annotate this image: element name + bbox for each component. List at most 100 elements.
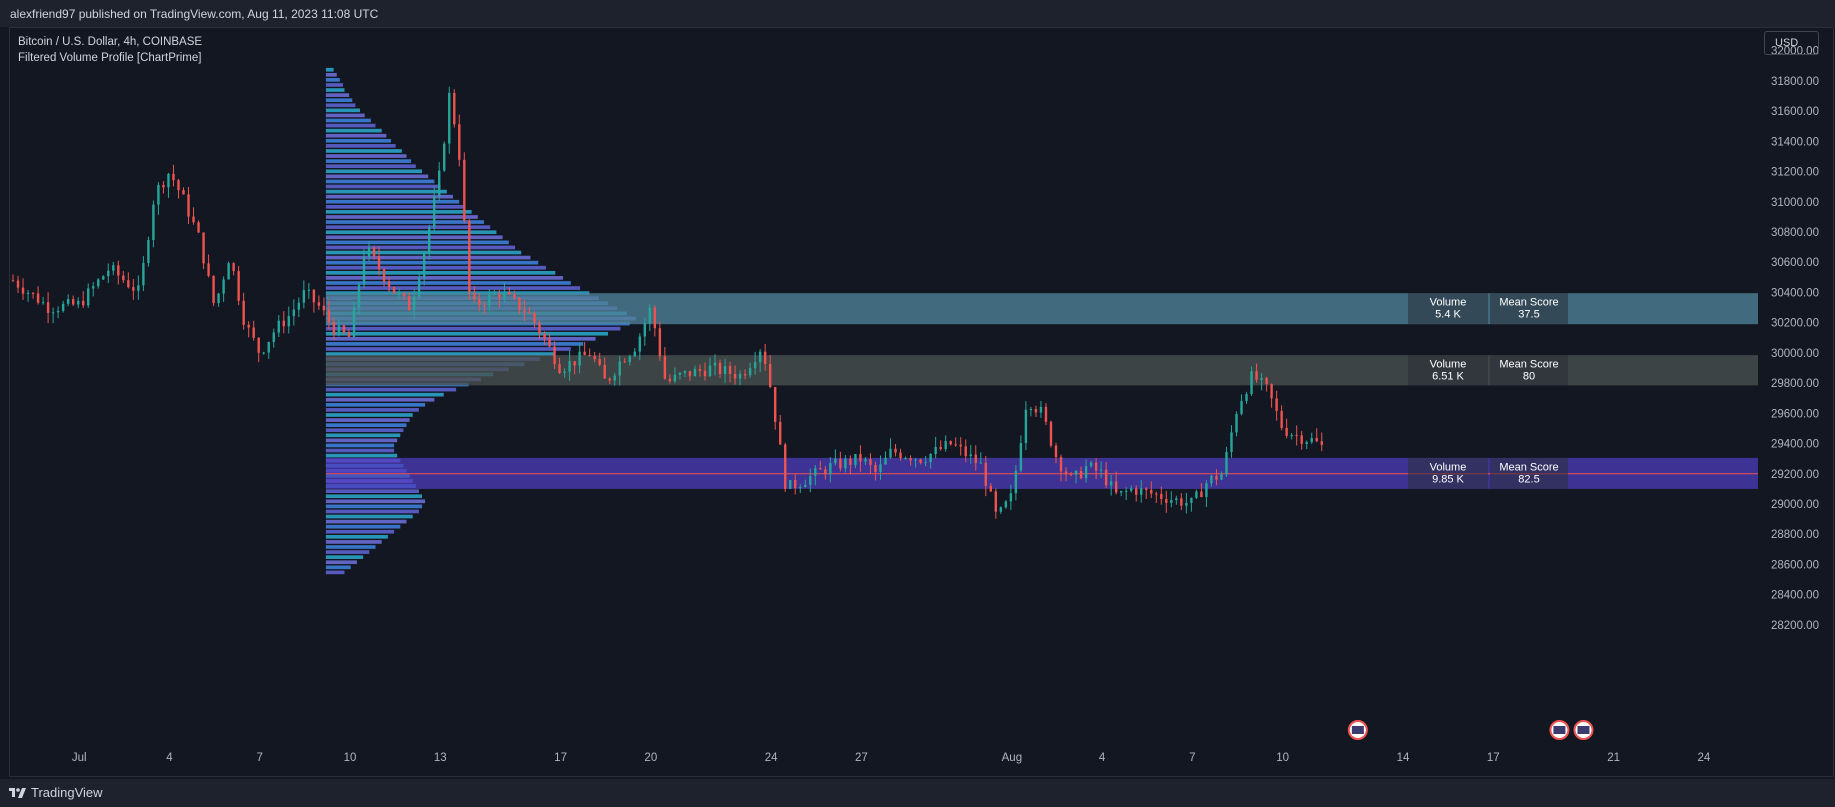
zone-score-cell bbox=[1490, 293, 1568, 325]
candle-body bbox=[307, 289, 311, 291]
profile-bar bbox=[325, 560, 357, 565]
profile-bar bbox=[325, 331, 609, 336]
candle-body bbox=[708, 365, 712, 377]
candle-body bbox=[312, 289, 316, 303]
candle-body bbox=[608, 378, 611, 381]
indicator-title[interactable]: Filtered Volume Profile [ChartPrime] bbox=[18, 52, 202, 64]
candle-body bbox=[578, 351, 581, 366]
x-tick-label: Aug bbox=[1002, 752, 1022, 764]
y-tick-label: 28400.00 bbox=[1771, 590, 1819, 602]
candle-body bbox=[252, 327, 255, 338]
candle-body bbox=[688, 371, 692, 377]
profile-bar bbox=[325, 565, 351, 570]
candle-body bbox=[1119, 490, 1123, 493]
candle-body bbox=[768, 363, 772, 388]
zone-score-cell bbox=[1490, 355, 1568, 386]
candle-body bbox=[1320, 441, 1323, 445]
profile-bar bbox=[325, 138, 392, 143]
candle-body bbox=[1140, 488, 1143, 495]
candle-body bbox=[332, 321, 336, 335]
candle-body bbox=[172, 173, 175, 181]
candle-body bbox=[989, 485, 993, 492]
profile-bar bbox=[325, 540, 382, 544]
candle-body bbox=[994, 491, 998, 512]
profile-bar bbox=[325, 387, 457, 392]
x-tick-label: 21 bbox=[1607, 752, 1620, 764]
profile-bar bbox=[325, 88, 345, 92]
profile-bar bbox=[325, 494, 423, 499]
candle-body bbox=[523, 310, 526, 313]
candle-body bbox=[829, 463, 832, 475]
candle-body bbox=[593, 355, 596, 360]
candle-body bbox=[819, 468, 822, 470]
profile-bar bbox=[325, 418, 410, 422]
candle-body bbox=[483, 305, 486, 307]
profile-bar bbox=[325, 545, 376, 549]
candle-body bbox=[137, 285, 140, 291]
candle-body bbox=[122, 275, 125, 281]
profile-bar bbox=[325, 164, 416, 169]
candle-body bbox=[458, 124, 461, 160]
candle-body bbox=[82, 300, 85, 306]
candle-body bbox=[212, 275, 215, 304]
candle-body bbox=[102, 276, 105, 280]
profile-bar bbox=[325, 291, 590, 295]
candle-body bbox=[187, 194, 190, 217]
zone-score-value: 80 bbox=[1523, 370, 1535, 382]
x-tick-label: 4 bbox=[1099, 752, 1106, 764]
candle-body bbox=[548, 338, 551, 347]
profile-bar bbox=[325, 250, 522, 255]
profile-bar bbox=[325, 199, 460, 204]
candle-body bbox=[478, 299, 481, 306]
candle-body bbox=[508, 292, 511, 295]
candle-body bbox=[583, 351, 586, 355]
zone-volume-header: Volume bbox=[1430, 297, 1467, 309]
candle-body bbox=[533, 312, 536, 323]
candle-body bbox=[1180, 498, 1183, 506]
candle-body bbox=[1270, 384, 1273, 399]
candle-body bbox=[904, 458, 907, 460]
profile-bar bbox=[325, 408, 419, 412]
candle-body bbox=[909, 458, 912, 461]
x-tick-label: 4 bbox=[166, 752, 173, 764]
flag-canton bbox=[1553, 726, 1566, 734]
profile-bar bbox=[325, 342, 584, 346]
candle-body bbox=[859, 454, 862, 462]
candle-body bbox=[448, 92, 451, 144]
candle-body bbox=[197, 222, 200, 233]
brand-name: TradingView bbox=[31, 785, 103, 800]
candle-body bbox=[362, 256, 366, 285]
profile-bar bbox=[325, 128, 382, 133]
zone-score-header: Mean Score bbox=[1499, 461, 1558, 473]
candle-body bbox=[1130, 488, 1133, 491]
profile-bar bbox=[325, 347, 571, 351]
candle-body bbox=[653, 307, 657, 329]
candle-body bbox=[287, 316, 290, 327]
candle-body bbox=[1185, 502, 1188, 506]
y-tick-label: 31600.00 bbox=[1771, 106, 1819, 118]
profile-bar bbox=[325, 519, 407, 524]
currency-button[interactable]: USD bbox=[1764, 31, 1819, 55]
candle-body bbox=[66, 299, 70, 304]
symbol-title[interactable]: Bitcoin / U.S. Dollar, 4h, COINBASE bbox=[18, 36, 203, 48]
profile-bar bbox=[325, 438, 398, 443]
candle-body bbox=[1074, 470, 1078, 475]
candle-body bbox=[763, 351, 767, 364]
candle-body bbox=[743, 374, 747, 376]
candle-body bbox=[683, 371, 687, 373]
candle-body bbox=[979, 462, 982, 464]
chart-legend[interactable]: Bitcoin / U.S. Dollar, 4h, COINBASE Filt… bbox=[18, 34, 202, 66]
candle-body bbox=[31, 292, 35, 294]
candle-body bbox=[974, 454, 977, 464]
candle-body bbox=[758, 351, 762, 363]
candle-body bbox=[528, 312, 531, 314]
candle-body bbox=[61, 303, 65, 311]
zone-score-value: 82.5 bbox=[1518, 473, 1539, 485]
brand[interactable]: TradingView bbox=[9, 785, 103, 800]
candle-body bbox=[367, 247, 371, 257]
candle-body bbox=[182, 190, 185, 195]
candle-body bbox=[1315, 438, 1318, 442]
profile-bar bbox=[325, 260, 539, 265]
profile-bar bbox=[325, 326, 621, 331]
